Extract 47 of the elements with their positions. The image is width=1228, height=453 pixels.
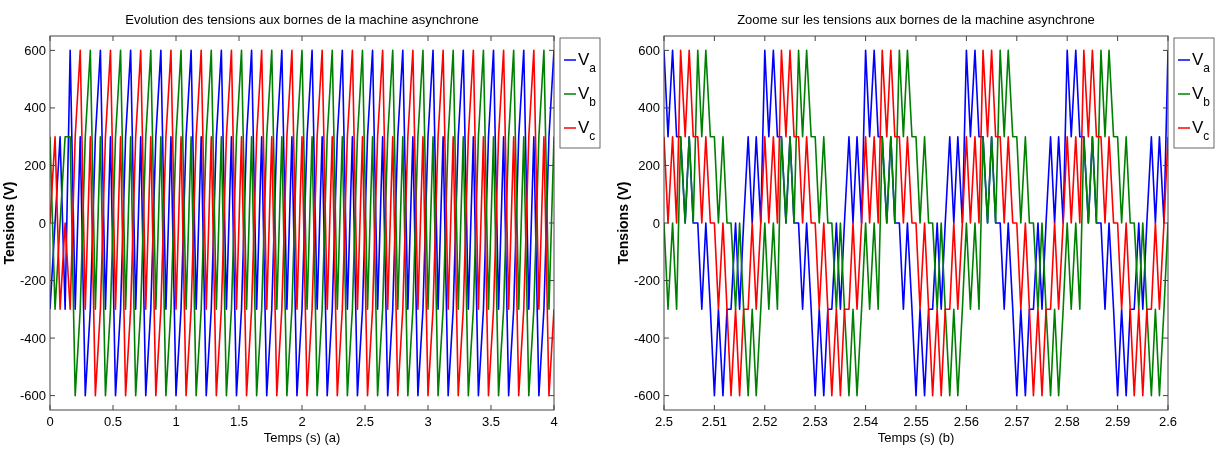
y-tick-label: 200 xyxy=(638,157,660,173)
legend-label: V$_{c}$ xyxy=(578,118,596,143)
x-tick-label: 2.5 xyxy=(654,414,674,429)
y-tick-label: -400 xyxy=(19,330,46,346)
y-tick-label: 200 xyxy=(24,157,46,173)
x-tick-label: 3 xyxy=(424,414,432,429)
x-tick-label: 2.56 xyxy=(953,414,980,429)
x-tick-label: 2.58 xyxy=(1054,414,1080,429)
y-tick-label: -600 xyxy=(19,388,46,404)
y-tick-label: -400 xyxy=(633,330,660,346)
y-tick-label: 0 xyxy=(652,215,660,231)
x-tick-label: 2.54 xyxy=(852,414,879,429)
y-tick-label: 0 xyxy=(38,215,46,231)
chart-title: Zoome sur les tensions aux bornes de la machine asynchrone xyxy=(737,12,1095,27)
x-tick-label: 2.52 xyxy=(752,414,778,429)
x-tick-label: 3.5 xyxy=(481,414,501,429)
y-axis-title: Tensions (V) xyxy=(1,181,17,265)
x-tick-label: 1.5 xyxy=(229,414,249,429)
x-axis-title: Temps (s) (a) xyxy=(263,430,341,445)
legend-label: V$_{b}$ xyxy=(1192,84,1211,109)
x-tick-label: 2.5 xyxy=(355,414,375,429)
x-tick-label: 2.57 xyxy=(1004,414,1030,429)
x-tick-label: 2.55 xyxy=(903,414,929,429)
x-tick-label: 0.5 xyxy=(103,414,123,429)
x-tick-label: 1 xyxy=(172,414,180,429)
line-series xyxy=(664,49,1168,397)
x-tick-label: 2.59 xyxy=(1104,414,1131,429)
x-tick-label: 2.51 xyxy=(701,414,728,429)
y-tick-label: 600 xyxy=(638,42,660,58)
y-tick-label: 600 xyxy=(24,42,46,58)
y-tick-label: 400 xyxy=(24,100,46,116)
legend-label: V$_{a}$ xyxy=(1192,50,1211,75)
x-tick-label: 4 xyxy=(550,414,558,429)
line-series xyxy=(50,49,554,397)
legend-label: V$_{c}$ xyxy=(1192,118,1210,143)
y-tick-label: 400 xyxy=(638,100,660,116)
x-tick-label: 2.6 xyxy=(1158,414,1178,429)
x-tick-label: 2.53 xyxy=(802,414,828,429)
y-tick-label: -200 xyxy=(19,273,46,289)
y-tick-label: -200 xyxy=(633,273,660,289)
legend-label: V$_{b}$ xyxy=(578,84,597,109)
x-axis-title: Temps (s) (b) xyxy=(877,430,955,445)
x-tick-label: 2 xyxy=(298,414,306,429)
y-axis-title: Tensions (V) xyxy=(615,181,631,265)
legend-label: V$_{a}$ xyxy=(578,50,597,75)
y-tick-label: -600 xyxy=(633,388,660,404)
chart-title: Evolution des tensions aux bornes de la machine asynchrone xyxy=(125,12,479,27)
